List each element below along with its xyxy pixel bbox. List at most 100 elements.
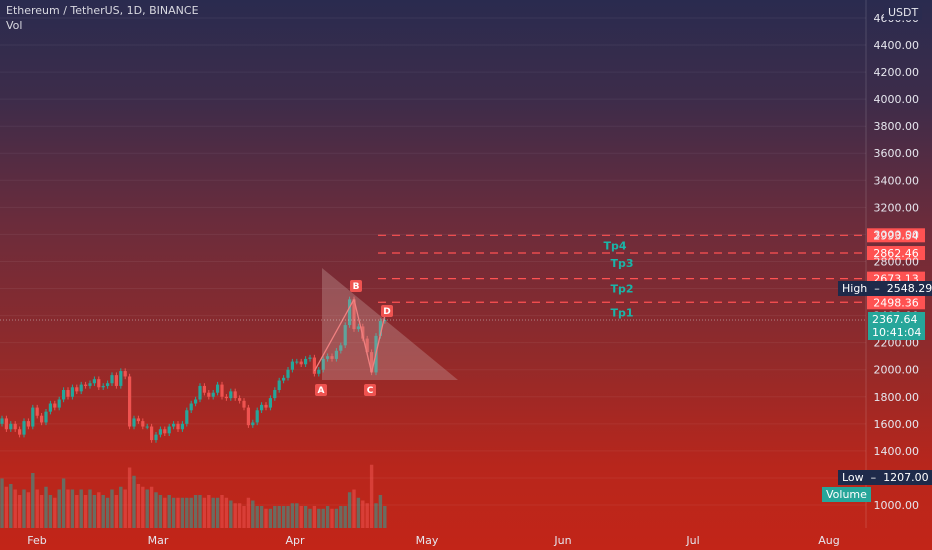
volume-bar — [83, 495, 88, 528]
time-axis: Feb Mar Apr May Jun Jul Aug — [27, 534, 839, 547]
volume-bar — [26, 492, 31, 528]
y-tick-label: 1400.00 — [874, 445, 920, 458]
pattern-point-marker — [350, 280, 362, 292]
candle-body — [282, 377, 286, 381]
abcd-path — [313, 297, 386, 373]
pattern-point-marker — [315, 384, 327, 396]
candle-body — [321, 358, 325, 370]
y-tick-label: 4200.00 — [874, 66, 920, 79]
volume-bar — [211, 497, 215, 528]
candle-body — [246, 407, 250, 426]
candle-body — [88, 383, 92, 386]
last-price: 2367.64 — [872, 313, 918, 326]
volume-bar — [325, 506, 330, 528]
volume-bars — [0, 464, 387, 528]
volume-bar — [123, 489, 127, 528]
volume-bar — [75, 495, 79, 528]
volume-bar — [259, 506, 264, 528]
y-tick-label: 3800.00 — [874, 120, 920, 133]
volume-bar — [264, 508, 268, 528]
volume-bar — [141, 486, 145, 528]
candle-body — [176, 423, 180, 430]
volume-bar — [88, 489, 92, 528]
volume-bar — [251, 500, 255, 528]
candle-body — [238, 398, 242, 401]
x-tick-label: Aug — [818, 534, 839, 547]
volume-bar — [167, 495, 171, 528]
currency-label[interactable]: USDT — [884, 5, 923, 20]
x-tick-label: Mar — [148, 534, 169, 547]
volume-bar — [237, 503, 242, 528]
candle-body — [18, 429, 22, 435]
y-tick-label: 3200.00 — [874, 201, 920, 214]
candle-body — [312, 357, 316, 374]
volume-bar — [383, 506, 387, 528]
last-price-badge: 2367.64 10:41:04 — [868, 312, 926, 340]
volume-bar — [119, 486, 123, 528]
candle-body — [194, 399, 198, 404]
volume-bar — [365, 503, 369, 528]
candle-body — [106, 383, 110, 386]
x-tick-label: Feb — [27, 534, 46, 547]
candle-body — [172, 423, 176, 427]
volume-bar — [31, 473, 35, 528]
volume-bar — [286, 506, 290, 528]
candle-body — [141, 421, 145, 427]
volume-bar — [110, 489, 114, 528]
y-tick-label: 2800.00 — [874, 255, 920, 268]
x-tick-label: Jun — [553, 534, 571, 547]
candle-body — [304, 358, 308, 365]
price-gridline-group — [0, 17, 866, 506]
chart-title: Ethereum / TetherUS, 1D, BINANCE — [6, 4, 199, 17]
candle-body — [145, 426, 149, 428]
candle-body — [180, 423, 184, 430]
candle-body — [242, 400, 246, 408]
volume-bar — [171, 497, 176, 528]
candle-body — [255, 410, 259, 423]
volume-bar — [17, 495, 22, 528]
volume-indicator-label: Vol — [6, 19, 23, 32]
low-marker: Low – 1207.00 — [838, 470, 932, 485]
candle-body — [167, 426, 171, 434]
y-tick-label: 1800.00 — [874, 391, 920, 404]
candle-body — [383, 320, 387, 322]
candle-body — [334, 350, 338, 359]
target-price-badge — [867, 295, 925, 310]
volume-bar — [13, 489, 17, 528]
candle-body — [9, 423, 13, 430]
volume-bar — [229, 500, 233, 528]
volume-bar — [374, 503, 378, 528]
candle-body — [53, 403, 57, 408]
candle-body — [198, 385, 202, 400]
candle-body — [207, 392, 211, 397]
bar-countdown: 10:41:04 — [872, 326, 922, 339]
candle-body — [286, 369, 290, 378]
volume-bar — [39, 495, 44, 528]
candle-body — [75, 387, 79, 392]
volume-bar — [295, 503, 299, 528]
candle-body — [277, 380, 281, 391]
candle-body — [136, 418, 140, 422]
candle-body — [370, 352, 374, 373]
candle-body — [40, 415, 44, 423]
candle-body — [97, 379, 101, 388]
volume-bar — [303, 506, 308, 528]
candle-body — [216, 384, 220, 393]
candle-body — [202, 385, 206, 393]
volume-bar — [202, 497, 207, 528]
pattern-point-marker — [364, 384, 376, 396]
candle-body — [273, 390, 277, 399]
candle-body — [189, 403, 193, 411]
volume-bar — [356, 497, 361, 528]
candle-body — [119, 371, 123, 386]
target-price-value: 2498.36 — [873, 296, 919, 309]
volume-bar — [185, 497, 189, 528]
volume-bar — [339, 506, 343, 528]
volume-bar — [361, 500, 365, 528]
candle-body — [92, 379, 96, 384]
volume-bar — [163, 497, 167, 528]
candle-body — [35, 407, 39, 416]
